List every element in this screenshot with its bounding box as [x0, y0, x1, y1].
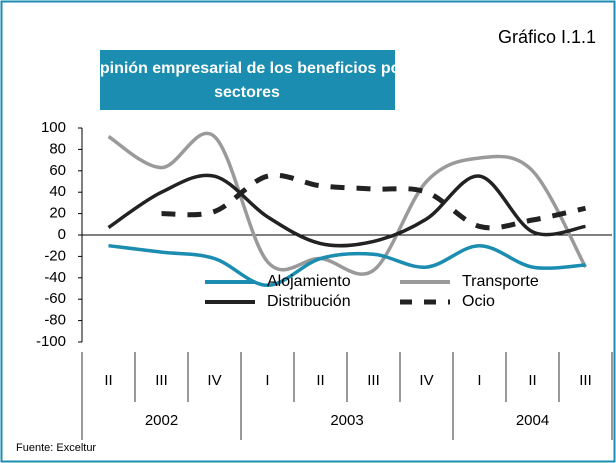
- y-tick-label: 80: [49, 140, 66, 157]
- x-tick-label: III: [367, 372, 380, 389]
- chart-title: Opinión empresarial de los beneficios po…: [87, 60, 406, 77]
- x-tick-label: III: [579, 372, 592, 389]
- x-tick-label: IV: [419, 372, 433, 389]
- x-tick-label: IV: [207, 372, 221, 389]
- source: Fuente: Exceltur: [16, 442, 96, 454]
- y-tick-label: 20: [49, 205, 66, 222]
- y-tick-label: -40: [44, 269, 66, 286]
- x-tick-label: II: [528, 372, 536, 389]
- y-tick-label: 60: [49, 162, 66, 179]
- y-tick-label: 0: [58, 226, 66, 243]
- y-tick-label: -80: [44, 312, 66, 329]
- series-line: [107, 173, 586, 248]
- x-tick-label: I: [265, 372, 269, 389]
- y-tick-label: -60: [44, 290, 66, 307]
- year-label: 2003: [330, 412, 363, 429]
- y-tick-label: 40: [49, 183, 66, 200]
- chart-label: Gráfico I.1.1: [498, 27, 596, 47]
- legend-label: Alojamiento: [267, 273, 351, 290]
- legend-label: Ocio: [462, 293, 495, 310]
- y-tick-label: -100: [36, 333, 66, 350]
- title-box: [100, 50, 395, 110]
- x-tick-label: II: [316, 372, 324, 389]
- legend-label: Transporte: [462, 273, 539, 290]
- year-label: 2004: [516, 412, 549, 429]
- y-tick-label: 100: [41, 119, 66, 136]
- x-tick-label: III: [155, 372, 168, 389]
- x-tick-label: I: [477, 372, 481, 389]
- y-tick-label: -20: [44, 247, 66, 264]
- series-line: [108, 243, 586, 288]
- chart-title: sectores: [214, 84, 280, 101]
- series-line: [107, 131, 588, 276]
- x-tick-label: II: [104, 372, 112, 389]
- legend-label: Distribución: [267, 293, 351, 310]
- year-label: 2002: [145, 412, 178, 429]
- series-line: [161, 172, 587, 231]
